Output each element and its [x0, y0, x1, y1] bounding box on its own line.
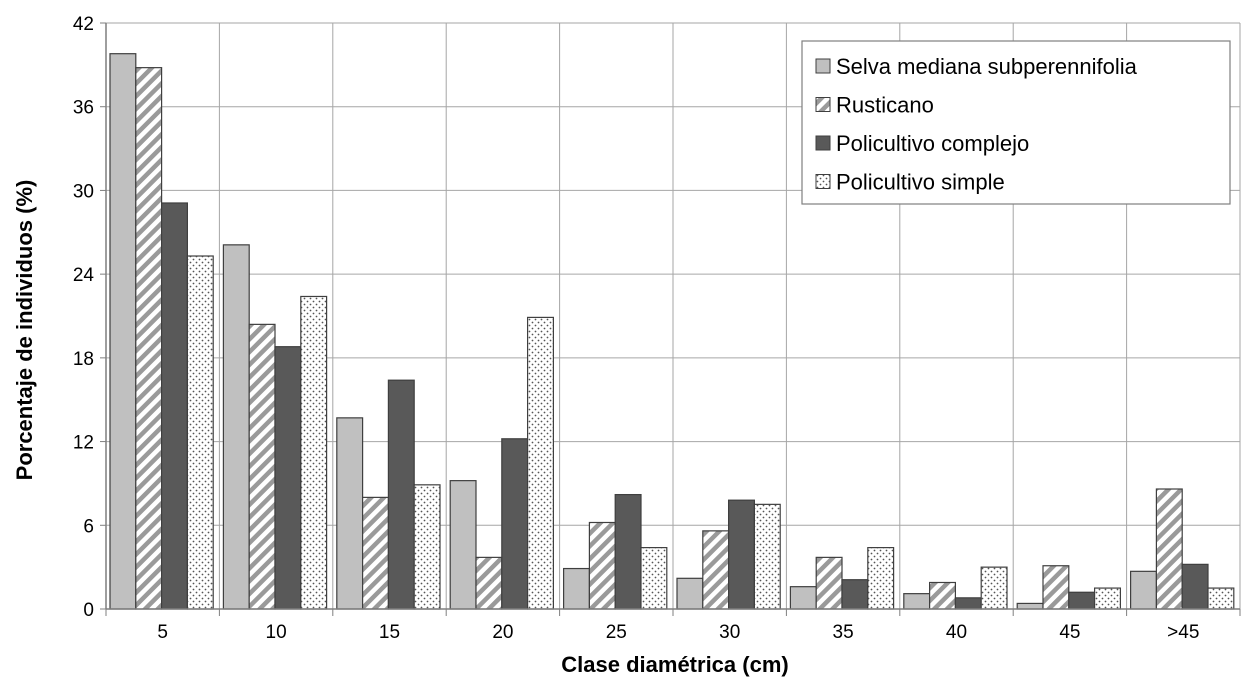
axes — [105, 23, 1240, 610]
bar-4-10 — [300, 295, 328, 610]
legend-label-2: Rusticano — [836, 93, 934, 118]
bar-4-25 — [640, 547, 668, 610]
bar-1-20 — [449, 480, 477, 610]
y-tick-label: 12 — [73, 433, 94, 454]
bar-1-45 — [1016, 602, 1044, 610]
y-tick-label: 24 — [73, 265, 95, 286]
y-axis-title: Porcentaje de individuos (%) — [12, 180, 37, 481]
x-tick-label: 35 — [833, 622, 854, 643]
x-axis-title: Clase diamétrica (cm) — [561, 652, 788, 677]
y-tick-label: 6 — [83, 516, 94, 537]
legend-swatch-1 — [815, 58, 831, 74]
bar-3-30 — [727, 499, 755, 610]
bar-1-gt45 — [1129, 570, 1157, 610]
bar-3-gt45 — [1181, 563, 1209, 610]
bar-3-5 — [161, 202, 189, 610]
bar-3-40 — [954, 597, 982, 610]
y-tick-label: 42 — [73, 14, 94, 35]
bar-4-45 — [1093, 587, 1121, 610]
bar-1-15 — [336, 417, 364, 610]
bar-1-10 — [222, 244, 250, 610]
bar-3-10 — [274, 346, 302, 610]
legend-label-1: Selva mediana subperennifolia — [836, 54, 1138, 79]
legend-label-3: Policultivo complejo — [836, 131, 1029, 156]
legend-swatch-2 — [815, 97, 831, 112]
legend-swatch-3 — [815, 135, 831, 151]
bar-2-15 — [362, 496, 390, 610]
bar-1-5 — [109, 53, 137, 610]
bar-1-30 — [676, 577, 704, 610]
bar-2-45 — [1042, 565, 1070, 610]
bar-1-25 — [562, 567, 590, 610]
x-tick-label: 25 — [606, 622, 627, 643]
bar-4-20 — [526, 316, 554, 610]
y-tick-label: 18 — [73, 349, 94, 370]
legend: Selva mediana subperennifolia Rusticano Po… — [801, 40, 1231, 205]
bar-3-35 — [841, 579, 869, 610]
legend-label-4: Policultivo simple — [836, 170, 1005, 195]
x-tick-label: 15 — [379, 622, 400, 643]
bar-2-30 — [702, 530, 730, 610]
y-tick-label: 36 — [73, 98, 94, 119]
x-tick-label: 20 — [492, 622, 513, 643]
bar-2-10 — [248, 323, 276, 610]
bar-4-30 — [753, 503, 781, 610]
y-tick-label: 30 — [73, 181, 94, 202]
x-tick-label: 5 — [157, 622, 168, 643]
bar-2-5 — [135, 67, 163, 610]
legend-box — [801, 40, 1231, 205]
x-tick-label: 45 — [1059, 622, 1080, 643]
x-tick-label: 10 — [266, 622, 287, 643]
bar-4-5 — [186, 255, 214, 610]
bar-2-20 — [475, 556, 503, 610]
legend-swatch-4 — [815, 174, 831, 189]
tick-labels: 0 6 12 18 24 30 36 42 5 10 15 20 25 30 35 40 45 >45 — [73, 14, 1200, 643]
bars — [109, 53, 1235, 610]
bar-2-gt45 — [1155, 488, 1183, 610]
y-tick-label: 0 — [83, 600, 94, 621]
bar-3-15 — [387, 379, 415, 610]
bar-3-20 — [501, 438, 529, 610]
bar-2-40 — [928, 581, 956, 610]
bar-4-15 — [413, 484, 441, 610]
bar-4-40 — [980, 566, 1008, 610]
bar-2-35 — [815, 556, 843, 610]
bar-3-25 — [614, 493, 642, 610]
x-tick-label: 40 — [946, 622, 967, 643]
bar-2-25 — [588, 521, 616, 610]
bar-1-40 — [903, 593, 931, 610]
x-tick-label: >45 — [1167, 622, 1199, 643]
x-tick-label: 30 — [719, 622, 740, 643]
bar-3-45 — [1068, 591, 1096, 610]
bar-1-35 — [789, 586, 817, 610]
bar-4-gt45 — [1207, 587, 1235, 610]
bar-4-35 — [867, 547, 895, 610]
